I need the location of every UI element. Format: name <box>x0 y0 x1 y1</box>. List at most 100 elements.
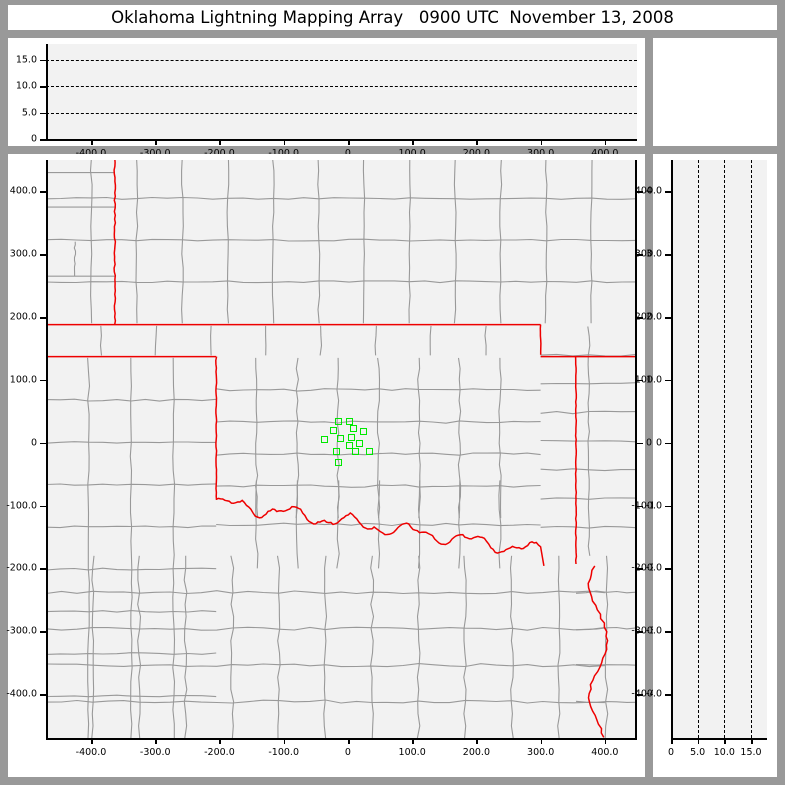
map-y-tick-left <box>40 254 46 256</box>
map-y-tick-left <box>40 568 46 570</box>
top-right-blank-panel <box>653 38 777 146</box>
top-x-tick <box>540 139 543 145</box>
right-grid-layer <box>671 160 767 738</box>
map-x-tick-label: -200.0 <box>204 747 235 758</box>
top-x-tick <box>476 139 478 145</box>
state-border-layer <box>46 160 637 738</box>
map-y-tick-left <box>40 379 46 382</box>
map-y-tick-label-left: -100.0 <box>6 500 37 512</box>
map-x-tick <box>412 738 414 744</box>
map-x-tick <box>219 738 222 744</box>
map-y-tick-right <box>637 191 643 193</box>
county-border-layer <box>46 160 637 738</box>
map-y-tick-left <box>40 442 46 445</box>
right-x-tick-label: 15.0 <box>740 747 762 758</box>
map-y-tick-label-left: -400.0 <box>6 688 37 700</box>
map-y-tick-right <box>637 505 643 508</box>
top-x-tick-label: -100.0 <box>268 148 299 159</box>
map-x-tick-label: -100.0 <box>268 747 299 758</box>
right-y-tick <box>665 379 671 382</box>
top-x-tick-label: 200.0 <box>463 148 490 159</box>
right-y-tick <box>665 694 671 696</box>
right-x-tick <box>697 738 700 744</box>
map-y-tick-label-left: 200.0 <box>9 311 37 323</box>
right-y-tick-label: -300.0 <box>631 625 662 637</box>
map-x-tick <box>476 738 478 744</box>
map-y-tick-right <box>637 254 643 256</box>
map-y-tick-label-left: 400.0 <box>9 185 37 197</box>
top-y-tick-layer: 0 5.0 10.0 15.0 <box>16 44 637 145</box>
right-y-tick-label: -400.0 <box>631 688 662 700</box>
map-x-tick <box>283 738 286 744</box>
right-y-tick <box>665 254 671 256</box>
top-x-tick-label: -200.0 <box>204 148 235 159</box>
right-x-tick <box>724 738 726 744</box>
right-x-tick-layer: 0 5.0 10.0 15.0 <box>668 738 767 758</box>
right-y-tick <box>665 631 671 633</box>
map-y-tick-left <box>40 191 46 193</box>
top-y-tick-label: 15.0 <box>15 54 37 66</box>
map-x-tick-label: 0 <box>344 747 351 758</box>
right-y-tick-label: 0 <box>655 437 662 449</box>
map-y-tick-left <box>40 631 46 633</box>
map-x-tick-label: 200.0 <box>462 747 490 758</box>
right-y-tick-label: 100.0 <box>634 374 662 386</box>
right-x-axis-line <box>671 738 767 740</box>
right-x-tick-label: 5.0 <box>690 747 706 758</box>
map-y-tick-right <box>637 694 643 696</box>
right-y-tick <box>665 191 671 193</box>
top-x-tick-label: 100.0 <box>399 148 426 159</box>
map-y-tick-layer: -400.0 -400.0 -300.0 -300.0 -200.0 -200.0 -100… <box>6 160 676 738</box>
top-x-tick-label: -400.0 <box>76 148 107 159</box>
top-x-axis-line <box>46 139 637 141</box>
right-y-tick-layer: -400.0 -300.0 -200.0 -100.0 0 100.0 200.0 300.0… <box>631 160 767 738</box>
map-x-tick-label: 300.0 <box>527 747 555 758</box>
lightning-source-marker <box>332 448 340 455</box>
right-profile-panel: -400.0 -300.0 -200.0 -100.0 0 100.0 200.0 300.0… <box>631 154 777 777</box>
top-gridline <box>46 59 637 61</box>
map-x-axis-line <box>46 738 637 740</box>
lightning-source-marker <box>349 425 357 433</box>
map-y-tick-left <box>40 505 46 508</box>
map-x-tick-label: 400.0 <box>591 747 619 758</box>
lightning-source-marker <box>345 441 353 449</box>
map-x-tick <box>155 738 157 744</box>
right-y-tick <box>665 442 671 445</box>
map-y-tick-right <box>637 631 643 633</box>
map-y-tick-label-left: 300.0 <box>9 248 37 260</box>
right-gridline <box>751 160 752 738</box>
map-y-tick-left <box>40 317 46 319</box>
top-x-tick <box>412 139 414 145</box>
map-y-tick-right <box>637 317 643 319</box>
map-x-tick <box>90 738 93 744</box>
lightning-source-marker <box>336 435 344 443</box>
map-plot-area <box>46 160 637 738</box>
top-timeseries-panel: 0 5.0 10.0 15.0 -400.0 -300.0 -200.0 -100.0 0 10… <box>8 38 645 159</box>
map-y-tick-label-left: -200.0 <box>6 562 37 574</box>
right-x-tick-label: 0 <box>667 747 675 758</box>
top-x-tick-label: 400.0 <box>591 148 618 159</box>
map-x-tick <box>347 738 350 744</box>
right-y-tick <box>665 568 671 570</box>
map-y-tick-right <box>637 568 643 570</box>
right-y-tick <box>665 317 671 319</box>
map-x-tick <box>604 738 607 744</box>
top-x-tick <box>347 139 350 145</box>
top-x-tick-label: -300.0 <box>140 148 171 159</box>
lightning-source-marker <box>359 427 367 435</box>
map-y-axis-left-line <box>46 160 48 738</box>
lightning-source-marker <box>366 448 374 455</box>
right-y-tick-label: -100.0 <box>631 500 662 512</box>
title-bar: Oklahoma Lightning Mapping Array 0900 UT… <box>8 5 777 30</box>
right-y-tick-label: -200.0 <box>631 562 662 574</box>
map-geography-svg <box>46 160 637 738</box>
top-x-tick <box>155 139 157 145</box>
top-x-tick-label: 300.0 <box>527 148 554 159</box>
lightning-source-marker <box>335 418 343 426</box>
top-y-tick-label: 5.0 <box>21 107 37 119</box>
map-y-tick-label-left: -300.0 <box>6 625 37 637</box>
map-y-axis-right-line <box>635 160 637 738</box>
lightning-source-marker <box>352 448 360 455</box>
map-y-tick-right <box>637 379 643 382</box>
top-x-tick <box>604 139 607 145</box>
